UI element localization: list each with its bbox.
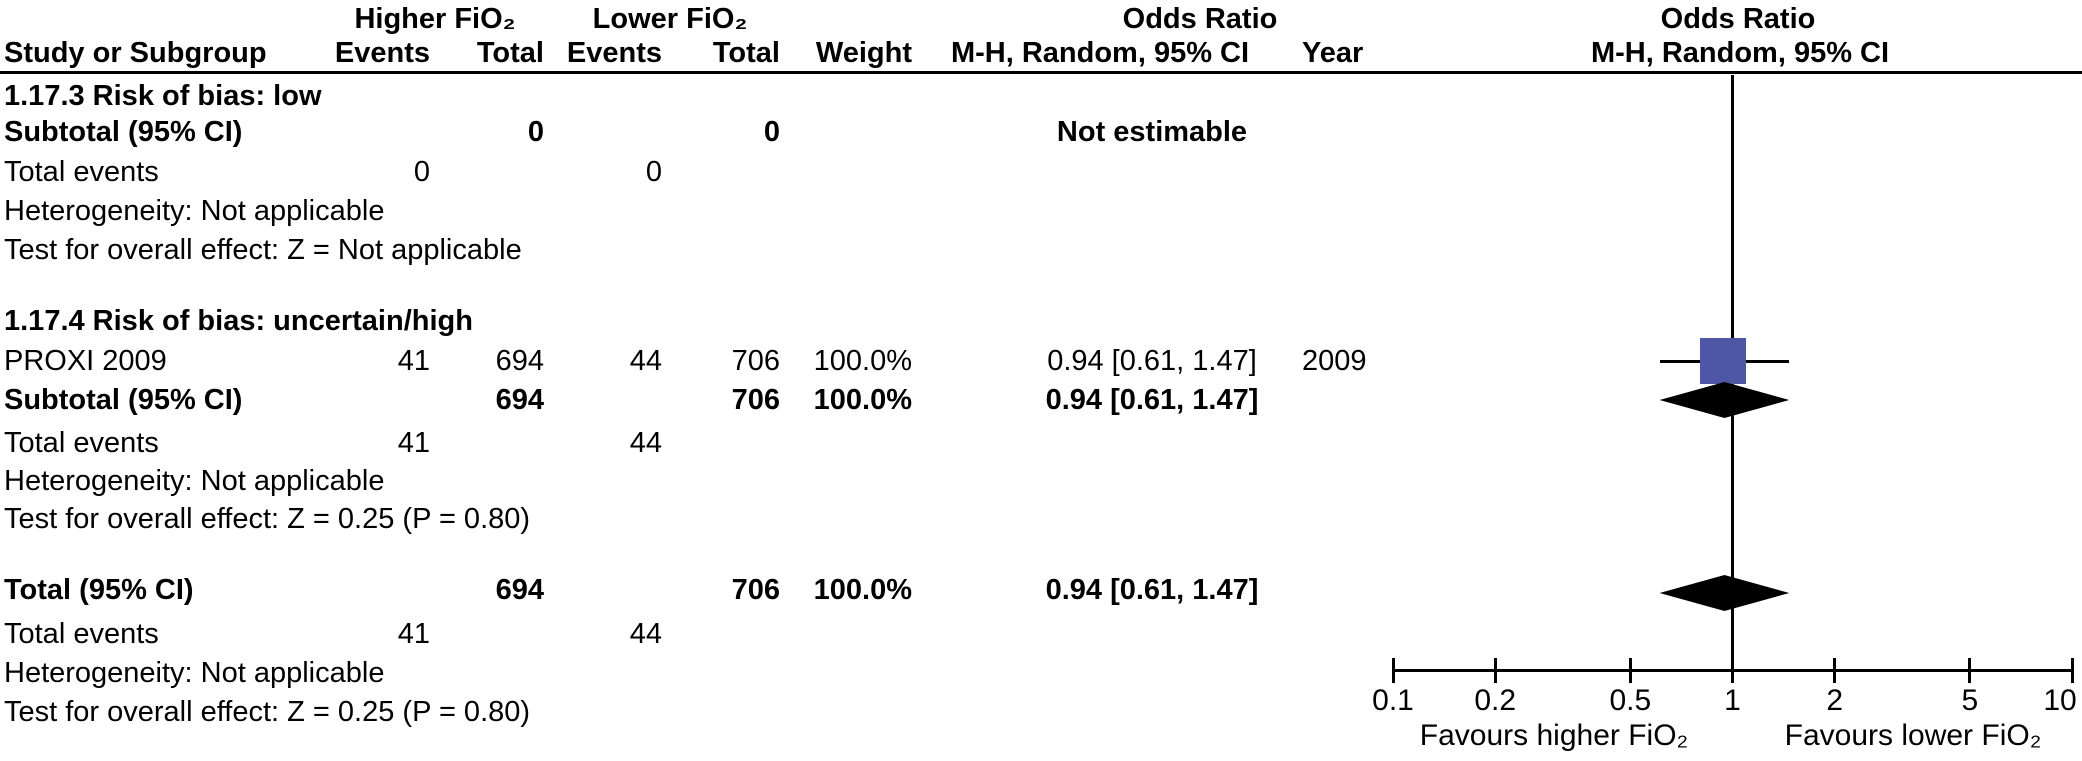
subtotal-total-lower: 0: [763, 116, 780, 148]
header-column-row: Study or Subgroup Events Total Events To…: [0, 36, 2082, 70]
col-header-year: Year: [1302, 37, 1364, 69]
subtotal-estimate: Not estimable: [1056, 116, 1248, 148]
axis-tick: [2070, 658, 2074, 683]
total-events-label: Total events: [4, 618, 159, 650]
total-row: Total (95% CI) 694 706 100.0% 0.94 [0.61…: [0, 570, 1420, 610]
study-total-higher: 694: [495, 345, 544, 377]
total-events-higher: 41: [397, 618, 430, 650]
study-year: 2009: [1302, 345, 1367, 377]
subtotal-label: Subtotal (95% CI): [4, 384, 243, 416]
total-total-higher: 694: [495, 574, 544, 606]
heterogeneity-text: Heterogeneity: Not applicable: [4, 195, 385, 227]
total-total-lower: 706: [731, 574, 780, 606]
subgroup-header-row: 1.17.4 Risk of bias: uncertain/high: [0, 301, 1420, 341]
total-events-label: Total events: [4, 156, 159, 188]
subgroup-header-row: 1.17.3 Risk of bias: low: [0, 76, 1420, 116]
total-events-lower: 44: [629, 618, 662, 650]
heterogeneity-row: Heterogeneity: Not applicable: [0, 653, 1420, 693]
subtotal-total-higher: 694: [495, 384, 544, 416]
axis-tick-label: 5: [1961, 684, 1979, 717]
heterogeneity-text: Heterogeneity: Not applicable: [4, 657, 385, 689]
favours-right-label: Favours lower FiO₂: [1784, 719, 2042, 752]
odds-ratio-header-right: Odds Ratio: [1660, 3, 1816, 35]
col-header-events-lower: Events: [566, 37, 662, 69]
total-events-higher: 41: [397, 427, 430, 459]
odds-ratio-header-left: Odds Ratio: [1122, 3, 1278, 35]
summary-diamond: [1659, 575, 1790, 611]
overall-effect-row: Test for overall effect: Z = 0.25 (P = 0…: [0, 499, 1420, 539]
header-divider: [0, 71, 2082, 74]
study-weight: 100.0%: [813, 345, 912, 377]
study-row: PROXI 2009 41 694 44 706 100.0% 0.94 [0.…: [0, 341, 1420, 381]
subtotal-or-ci: 0.94 [0.61, 1.47]: [1045, 384, 1259, 416]
overall-effect-text: Test for overall effect: Z = 0.25 (P = 0…: [4, 503, 531, 535]
subtotal-row: Subtotal (95% CI) 0 0 Not estimable: [0, 112, 1420, 152]
subtotal-total-lower: 706: [731, 384, 780, 416]
col-header-weight: Weight: [815, 37, 912, 69]
total-or-ci: 0.94 [0.61, 1.47]: [1045, 574, 1259, 606]
group-header-lower: Lower FiO₂: [592, 3, 748, 35]
header-group-row: Higher FiO₂ Lower FiO₂ Odds Ratio Odds R…: [0, 2, 2082, 36]
col-header-mh-ci: M-H, Random, 95% CI: [950, 37, 1250, 69]
study-events-higher: 41: [397, 345, 430, 377]
subgroup-label: 1.17.3 Risk of bias: low: [4, 80, 322, 112]
axis-tick: [1493, 658, 1497, 683]
total-label: Total (95% CI): [4, 574, 194, 606]
heterogeneity-text: Heterogeneity: Not applicable: [4, 465, 385, 497]
study-label: PROXI 2009: [4, 345, 167, 377]
subtotal-total-higher: 0: [527, 116, 544, 148]
total-weight: 100.0%: [813, 574, 912, 606]
axis-tick: [1731, 658, 1734, 683]
col-header-mh-ci-plot: M-H, Random, 95% CI: [1590, 37, 1890, 69]
total-events-row: Total events 41 44: [0, 423, 1420, 463]
axis-tick-label: 1: [1724, 684, 1741, 717]
axis-tick-label: 0.1: [1372, 684, 1414, 717]
total-events-row: Total events 41 44: [0, 614, 1420, 654]
heterogeneity-row: Heterogeneity: Not applicable: [0, 461, 1420, 501]
group-header-higher: Higher FiO₂: [354, 3, 516, 35]
total-events-higher: 0: [413, 156, 430, 188]
study-total-lower: 706: [731, 345, 780, 377]
subtotal-weight: 100.0%: [813, 384, 912, 416]
axis-tick-label: 10: [2043, 684, 2077, 717]
axis-tick-label: 0.5: [1609, 684, 1652, 717]
axis-tick: [1628, 658, 1632, 683]
subgroup-label: 1.17.4 Risk of bias: uncertain/high: [4, 305, 473, 337]
overall-effect-row: Test for overall effect: Z = Not applica…: [0, 230, 1420, 270]
study-square: [1700, 338, 1747, 384]
overall-effect-row: Test for overall effect: Z = 0.25 (P = 0…: [0, 692, 1420, 732]
col-header-events-higher: Events: [334, 37, 430, 69]
overall-effect-text: Test for overall effect: Z = 0.25 (P = 0…: [4, 696, 531, 728]
axis-tick: [1391, 658, 1395, 683]
col-header-study: Study or Subgroup: [4, 37, 267, 69]
col-header-total-higher: Total: [476, 37, 544, 69]
axis-tick: [1833, 658, 1837, 683]
favours-left-label: Favours higher FiO₂: [1419, 719, 1689, 752]
study-events-lower: 44: [629, 345, 662, 377]
summary-diamond: [1659, 382, 1790, 418]
axis-tick-label: 0.2: [1474, 684, 1517, 717]
total-events-row: Total events 0 0: [0, 152, 1420, 192]
total-events-label: Total events: [4, 427, 159, 459]
overall-effect-text: Test for overall effect: Z = Not applica…: [4, 234, 522, 266]
heterogeneity-row: Heterogeneity: Not applicable: [0, 191, 1420, 231]
axis-tick-label: 2: [1826, 684, 1844, 717]
total-events-lower: 0: [645, 156, 662, 188]
axis-tick: [1968, 658, 1972, 683]
subtotal-row: Subtotal (95% CI) 694 706 100.0% 0.94 [0…: [0, 380, 1420, 420]
total-events-lower: 44: [629, 427, 662, 459]
col-header-total-lower: Total: [712, 37, 780, 69]
subtotal-label: Subtotal (95% CI): [4, 116, 243, 148]
study-or-ci: 0.94 [0.61, 1.47]: [1047, 345, 1257, 377]
